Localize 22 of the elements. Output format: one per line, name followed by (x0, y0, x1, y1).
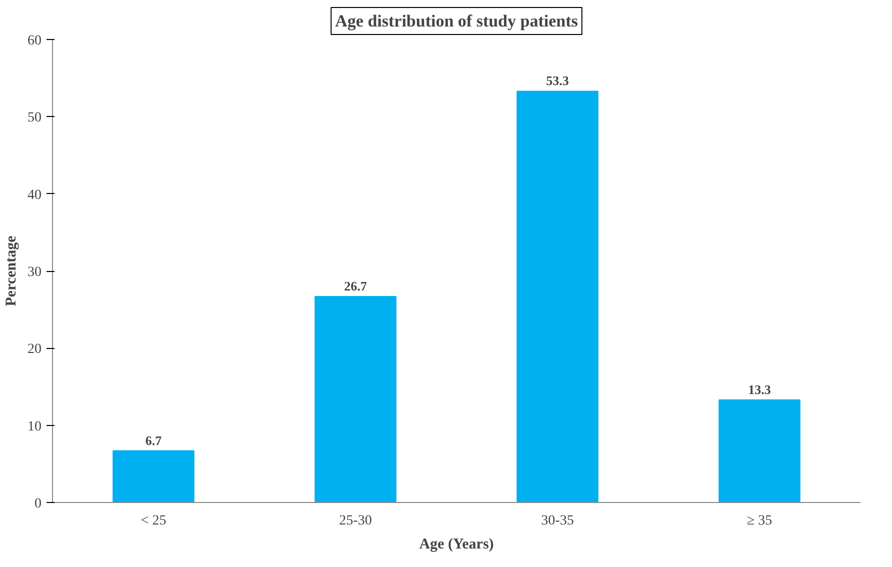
y-tick-label: 10 (28, 419, 42, 434)
bar (112, 450, 194, 502)
y-tick-label: 60 (28, 34, 42, 48)
y-tick-label: 0 (34, 496, 42, 512)
x-tick-label: < 25 (140, 514, 166, 528)
bar (314, 296, 396, 502)
x-tick-label: ≥ 35 (746, 514, 772, 528)
chart-title: Age distribution of study patients (335, 12, 578, 30)
x-axis-title: Age (Years) (419, 536, 494, 552)
bar (718, 399, 800, 502)
y-tick-label: 50 (28, 110, 42, 126)
y-tick-label: 20 (28, 342, 42, 358)
data-label: 6.7 (145, 432, 162, 448)
data-label: 26.7 (344, 278, 368, 294)
bar (516, 90, 598, 502)
x-tick-label: 30-35 (541, 514, 574, 528)
x-tick-label: 25-30 (339, 514, 372, 528)
y-tick-label: 40 (28, 188, 42, 203)
data-label: 13.3 (748, 382, 772, 397)
y-axis-title: Percentage (4, 235, 20, 306)
y-tick-label: 30 (28, 265, 42, 280)
data-label: 53.3 (546, 73, 570, 88)
